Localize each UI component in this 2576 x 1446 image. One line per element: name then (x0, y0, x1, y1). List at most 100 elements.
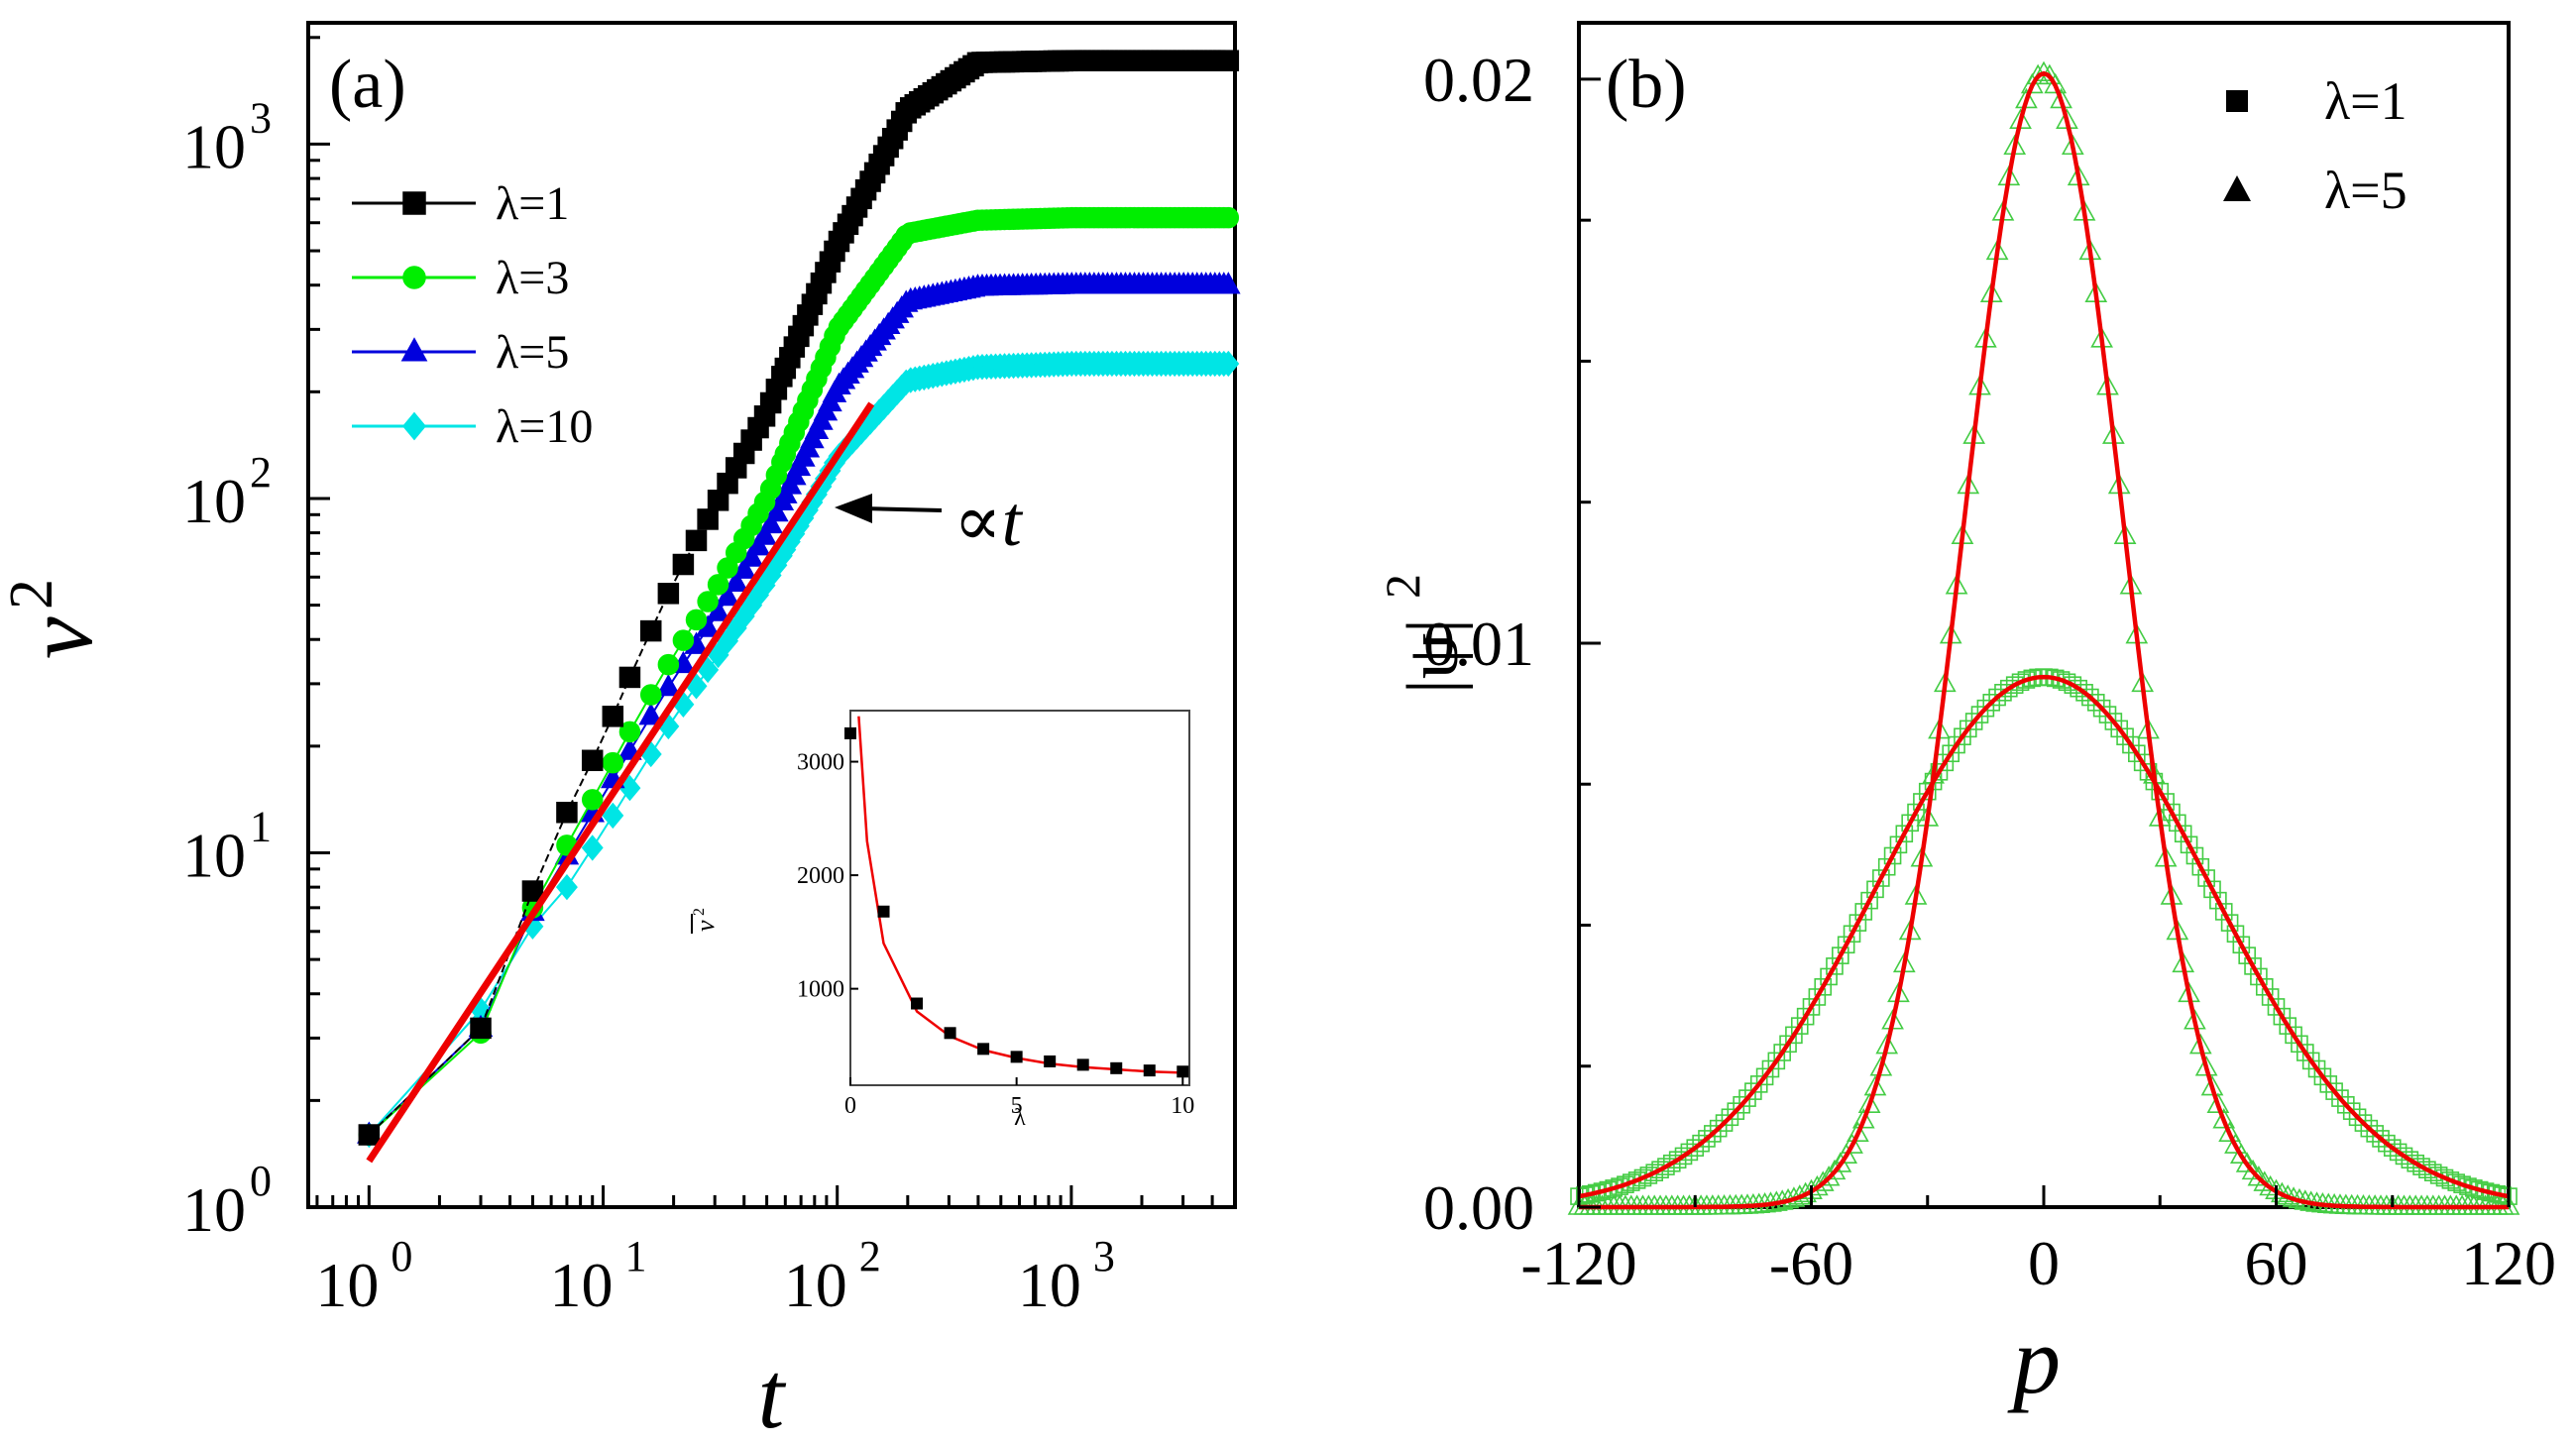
data-point (657, 583, 680, 605)
data-point (2447, 1173, 2466, 1191)
series-λ-1 (1570, 668, 2518, 1205)
data-point (2032, 60, 2056, 82)
panel-b-fit-curves (1578, 70, 2510, 1210)
data-point (2044, 72, 2068, 94)
legend-marker (2226, 90, 2248, 112)
inset-data-point (977, 1043, 990, 1056)
data-point (2203, 880, 2221, 899)
data-point (1217, 350, 1240, 378)
panel-b-y-axis-label-exponent: 2 (1375, 574, 1430, 599)
data-point (764, 499, 789, 522)
inset-chart: 0 5 10 1000 2000 3000 λ ν 2 (691, 710, 1194, 1131)
data-point (2273, 1007, 2292, 1026)
data-point (2086, 694, 2105, 712)
y-tick-label: 0.00 (1423, 1172, 1534, 1243)
data-point (2209, 891, 2227, 910)
legend-entry: λ=5 (2223, 161, 2408, 220)
y-tick-label: 10 (182, 111, 246, 181)
data-point (752, 522, 777, 545)
data-point (1970, 706, 1989, 723)
data-point (1930, 762, 1949, 781)
data-point (1617, 1175, 1634, 1193)
inset-data-point (1143, 1064, 1156, 1077)
data-point (1823, 1159, 1847, 1180)
data-point (2261, 988, 2280, 1006)
data-point (2191, 857, 2210, 876)
data-point (2070, 679, 2087, 698)
data-point (2218, 1121, 2241, 1143)
panel-a-x-axis-label: t (758, 1342, 787, 1446)
y-tick-label-exponent: 2 (250, 448, 272, 497)
panel-b-y-axis-label-base: |ψ| (1393, 618, 1474, 694)
data-point (2412, 1158, 2430, 1175)
data-point (2459, 1177, 2477, 1195)
data-point (724, 569, 748, 592)
data-point (1877, 857, 1896, 876)
legend-marker (402, 266, 426, 289)
inset-data-point (844, 726, 856, 739)
data-point (1633, 1168, 1652, 1187)
data-point (1645, 1164, 1664, 1181)
data-point (2401, 1151, 2419, 1168)
inset-data-point (1076, 1058, 1089, 1071)
data-point (2092, 699, 2111, 718)
data-point (556, 801, 578, 824)
panel-a-plot-area (306, 21, 1237, 1209)
data-point (1727, 1102, 1745, 1120)
data-point (1901, 814, 1919, 833)
y-tick-label: 0.02 (1423, 45, 1534, 115)
series-λ-10 (358, 350, 1240, 1149)
x-tick-label: 10 (550, 1250, 614, 1320)
data-point (1651, 1161, 1669, 1179)
data-point (1733, 1095, 1750, 1114)
data-point (555, 873, 578, 901)
data-point (1889, 835, 1908, 854)
data-point (358, 1124, 381, 1146)
x-tick-label: -60 (1769, 1228, 1853, 1298)
data-point (685, 609, 708, 631)
series-λ-3 (358, 206, 1240, 1146)
data-point (618, 721, 641, 743)
data-point (602, 751, 624, 774)
inset-data-marks (844, 716, 1189, 1078)
data-point (1796, 1007, 1815, 1026)
x-tick-label: 10 (784, 1250, 847, 1320)
annotation-proportional-t: ∝t (953, 482, 1024, 561)
panel-b-y-axis-label: |ψ| 2 (1375, 574, 1474, 694)
data-point (707, 574, 729, 596)
inset-y-axis-label-base: ν (691, 920, 720, 932)
x-tick-label-exponent: 2 (859, 1232, 881, 1280)
data-point (639, 684, 662, 706)
series-λ-1 (358, 50, 1240, 1146)
x-tick-label-exponent: 1 (625, 1232, 647, 1280)
data-point (2337, 1095, 2355, 1114)
panel-a-legend: λ=1 λ=3 λ=5 λ=10 (352, 177, 593, 453)
data-point (1217, 206, 1240, 229)
data-point (1832, 946, 1849, 964)
data-point (1895, 825, 1914, 843)
inset-x-tick-label: 5 (1011, 1093, 1023, 1119)
data-point (1216, 272, 1241, 294)
data-point (1918, 782, 1937, 801)
fit-curve-λ-1 (1578, 674, 2510, 1199)
data-point (1790, 1017, 1809, 1035)
panel-a-y-axis-label: ν 2 (0, 579, 112, 659)
x-tick-label: 10 (1018, 1250, 1081, 1320)
data-point (1860, 891, 1878, 910)
data-point (1779, 1035, 1797, 1054)
data-point (2372, 1130, 2390, 1148)
data-point (2453, 1175, 2471, 1193)
inset-y-ticks: 1000 2000 3000 (797, 750, 858, 1003)
data-point (657, 653, 680, 676)
legend-label: λ=10 (496, 400, 593, 453)
data-point (1826, 957, 1844, 975)
inset-plot-area (849, 710, 1190, 1086)
data-point (2224, 1133, 2247, 1154)
data-point (2418, 1161, 2436, 1179)
data-point (1611, 1177, 1628, 1195)
legend-label: λ=5 (496, 326, 569, 379)
legend-entry: λ=1 (352, 177, 569, 230)
data-point (2169, 814, 2186, 833)
